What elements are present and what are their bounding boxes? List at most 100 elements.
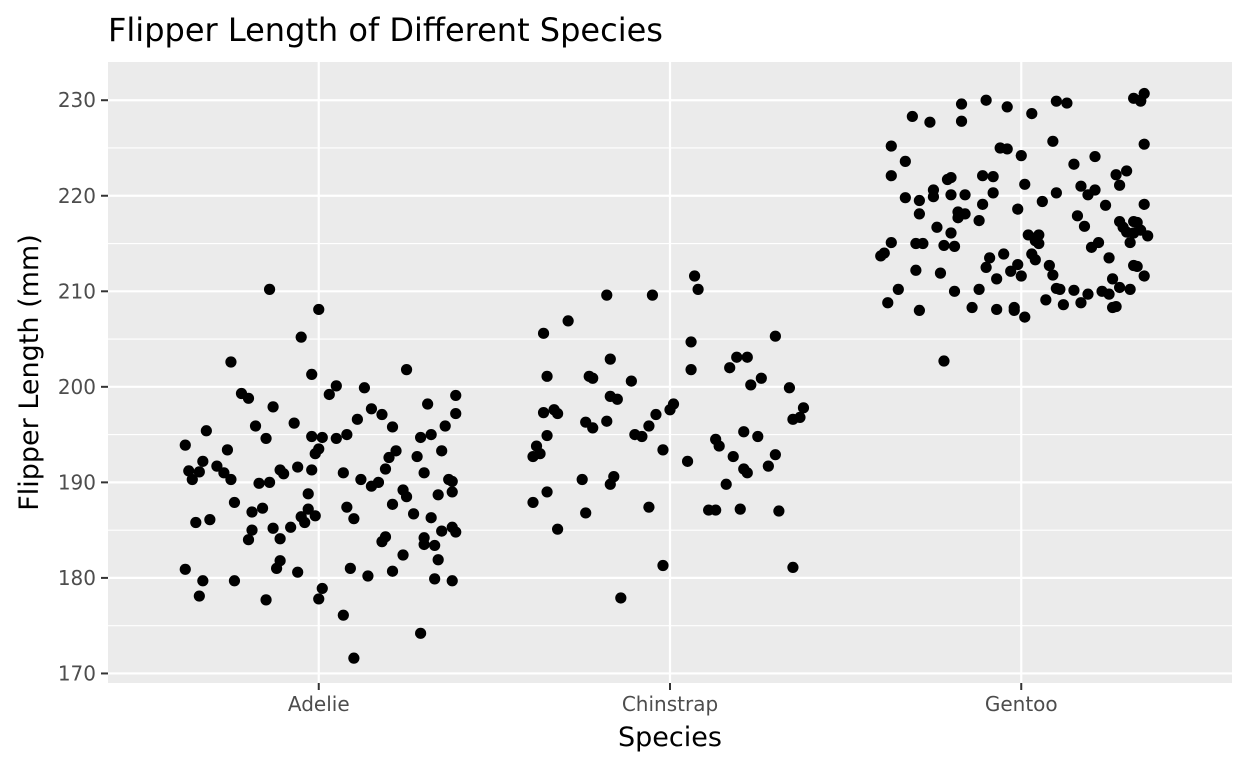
- data-point: [1012, 203, 1024, 215]
- data-point: [685, 336, 697, 348]
- data-point: [341, 501, 353, 513]
- data-point: [1075, 180, 1087, 192]
- data-point: [625, 375, 637, 387]
- chart-title: Flipper Length of Different Species: [108, 11, 663, 49]
- data-point: [193, 590, 205, 602]
- data-point: [1061, 97, 1073, 109]
- data-point: [274, 464, 286, 476]
- x-tick-label: Gentoo: [985, 692, 1058, 716]
- data-point: [552, 523, 564, 535]
- data-point: [386, 421, 399, 433]
- data-point: [418, 467, 430, 479]
- data-point: [885, 236, 897, 249]
- data-point: [1103, 288, 1115, 300]
- data-point: [741, 467, 753, 479]
- data-point: [601, 289, 613, 301]
- data-point: [636, 430, 648, 443]
- data-point: [882, 297, 894, 309]
- data-point: [436, 525, 448, 537]
- data-point: [959, 189, 971, 201]
- data-point: [242, 392, 255, 404]
- data-point: [646, 289, 659, 301]
- x-axis-title: Species: [618, 722, 722, 753]
- data-point: [1110, 300, 1122, 313]
- data-point: [906, 110, 918, 123]
- y-tick-label: 200: [58, 375, 96, 399]
- data-point: [386, 498, 399, 510]
- data-point: [934, 267, 947, 279]
- data-point: [541, 429, 553, 442]
- data-point: [913, 194, 925, 207]
- data-point: [348, 513, 360, 525]
- data-point: [878, 247, 890, 259]
- data-point: [794, 411, 806, 424]
- data-point: [379, 531, 392, 543]
- data-point: [681, 455, 694, 467]
- data-point: [534, 448, 546, 460]
- data-point: [959, 208, 971, 220]
- data-point: [253, 477, 265, 489]
- data-point: [1019, 311, 1031, 323]
- y-tick-label: 230: [58, 88, 96, 112]
- data-point: [977, 170, 989, 182]
- data-point: [734, 503, 746, 515]
- data-point: [358, 382, 371, 394]
- data-point: [738, 426, 750, 438]
- data-point: [316, 431, 328, 444]
- data-point: [379, 463, 392, 475]
- data-point: [945, 172, 957, 184]
- data-point: [221, 444, 234, 456]
- data-point: [587, 422, 599, 434]
- data-point: [987, 187, 999, 199]
- data-point: [1089, 184, 1101, 196]
- y-tick-label: 180: [58, 566, 96, 590]
- data-point: [246, 524, 258, 536]
- data-point: [446, 486, 458, 498]
- data-point: [218, 467, 230, 479]
- data-point: [924, 116, 936, 128]
- data-point: [1054, 283, 1066, 295]
- data-point: [211, 460, 223, 472]
- data-point: [274, 555, 286, 567]
- data-point: [432, 554, 444, 566]
- data-point: [945, 189, 957, 201]
- data-point: [355, 473, 367, 486]
- data-point: [429, 573, 441, 585]
- data-point: [225, 356, 237, 368]
- data-point: [316, 582, 328, 595]
- data-point: [337, 467, 349, 479]
- data-point: [1033, 229, 1045, 241]
- data-point: [193, 466, 205, 478]
- data-point: [601, 415, 613, 427]
- data-point: [260, 594, 272, 606]
- data-point: [1089, 150, 1101, 163]
- data-point: [692, 283, 704, 295]
- data-point: [397, 549, 409, 561]
- data-point: [256, 502, 269, 514]
- data-point: [292, 461, 304, 473]
- data-point: [604, 478, 616, 490]
- data-point: [309, 510, 321, 522]
- data-point: [966, 301, 978, 314]
- data-point: [306, 368, 318, 381]
- data-point: [713, 440, 725, 452]
- data-point: [980, 94, 992, 106]
- data-point: [1142, 230, 1154, 242]
- data-point: [980, 261, 992, 274]
- data-point: [537, 327, 550, 339]
- data-point: [228, 575, 241, 587]
- data-point: [411, 450, 423, 463]
- data-point: [415, 627, 427, 639]
- data-point: [611, 393, 623, 405]
- data-point: [1047, 269, 1059, 281]
- data-point: [1015, 150, 1027, 162]
- data-point: [362, 570, 374, 582]
- data-points: [179, 87, 1154, 664]
- data-point: [1110, 169, 1122, 181]
- data-point: [197, 455, 209, 467]
- data-point: [407, 508, 420, 520]
- data-point: [1005, 265, 1017, 277]
- data-point: [242, 534, 255, 546]
- data-point: [383, 451, 395, 464]
- data-point: [1057, 299, 1069, 311]
